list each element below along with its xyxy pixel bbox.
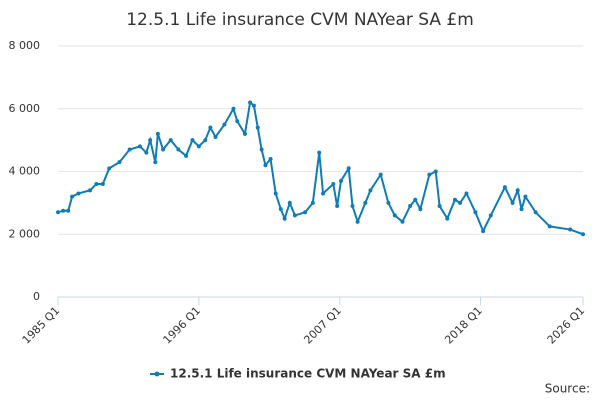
source: Source: [545, 382, 590, 396]
point [196, 144, 201, 149]
point [350, 204, 355, 209]
point [392, 213, 397, 218]
point [418, 207, 423, 212]
point [208, 125, 213, 130]
point [287, 200, 292, 205]
x-tick-label: 1996 Q1 [161, 304, 204, 347]
point [168, 138, 173, 143]
point [510, 200, 515, 205]
point [137, 144, 142, 149]
point [303, 210, 308, 215]
point [203, 138, 208, 143]
point [413, 197, 418, 202]
point [445, 216, 450, 221]
point [400, 219, 405, 224]
chart-title: 12.5.1 Life insurance CVM NAYear SA £m [126, 10, 474, 30]
point [176, 147, 181, 152]
y-tick-label: 0 [33, 290, 40, 303]
point [452, 197, 457, 202]
point [581, 232, 585, 237]
point [386, 200, 391, 205]
point [547, 224, 552, 229]
legend-label: 12.5.1 Life insurance CVM NAYear SA £m [170, 367, 446, 381]
point [231, 106, 236, 111]
point [533, 210, 538, 215]
point [56, 210, 60, 215]
point [338, 178, 343, 183]
point [433, 169, 438, 174]
point [242, 131, 247, 136]
point [278, 207, 283, 212]
point [235, 119, 240, 124]
point [248, 100, 253, 105]
point [144, 150, 149, 155]
point [117, 160, 122, 165]
point [255, 125, 260, 130]
line [57, 100, 584, 236]
point [88, 188, 93, 193]
point [310, 200, 315, 205]
point [61, 208, 66, 213]
point [263, 163, 268, 168]
x-tick-label: 2007 Q1 [301, 304, 344, 347]
point [282, 216, 287, 221]
point [148, 138, 153, 143]
point [184, 153, 189, 158]
point [519, 207, 524, 212]
x-tick-label: 2018 Q1 [442, 304, 485, 347]
point [363, 200, 368, 205]
point [100, 182, 105, 187]
point [251, 103, 256, 108]
y-tick-label: 6 000 [9, 102, 41, 115]
point [317, 150, 322, 155]
point [259, 147, 264, 152]
point [568, 227, 573, 232]
legend-marker [154, 371, 160, 377]
point [464, 191, 469, 196]
point [213, 134, 218, 139]
point [222, 122, 227, 127]
y-tick-label: 4 000 [9, 165, 41, 178]
point [76, 191, 81, 196]
point [70, 194, 75, 199]
point [502, 185, 507, 190]
y-tick-label: 8 000 [9, 39, 41, 52]
point [488, 213, 493, 218]
x-tick-label: 2026 Q1 [545, 304, 588, 347]
point [94, 182, 99, 187]
point [473, 210, 478, 215]
point [190, 138, 195, 143]
point [355, 219, 360, 224]
point [292, 213, 297, 218]
point [481, 229, 486, 234]
point [273, 191, 278, 196]
point [331, 182, 336, 187]
point [321, 191, 326, 196]
point [155, 131, 160, 136]
point [268, 156, 273, 161]
point [127, 147, 132, 152]
point [437, 204, 442, 209]
point [346, 166, 351, 171]
y-tick-label: 2 000 [9, 227, 41, 240]
point [66, 208, 71, 213]
x-tick-label: 1985 Q1 [20, 304, 63, 347]
point [408, 204, 413, 209]
point [335, 204, 340, 209]
point [523, 194, 528, 199]
point [458, 200, 463, 205]
point [427, 172, 432, 177]
point [515, 188, 520, 193]
point [161, 147, 165, 152]
point [153, 160, 158, 165]
point [378, 172, 383, 177]
point [368, 188, 373, 193]
point [107, 166, 112, 171]
